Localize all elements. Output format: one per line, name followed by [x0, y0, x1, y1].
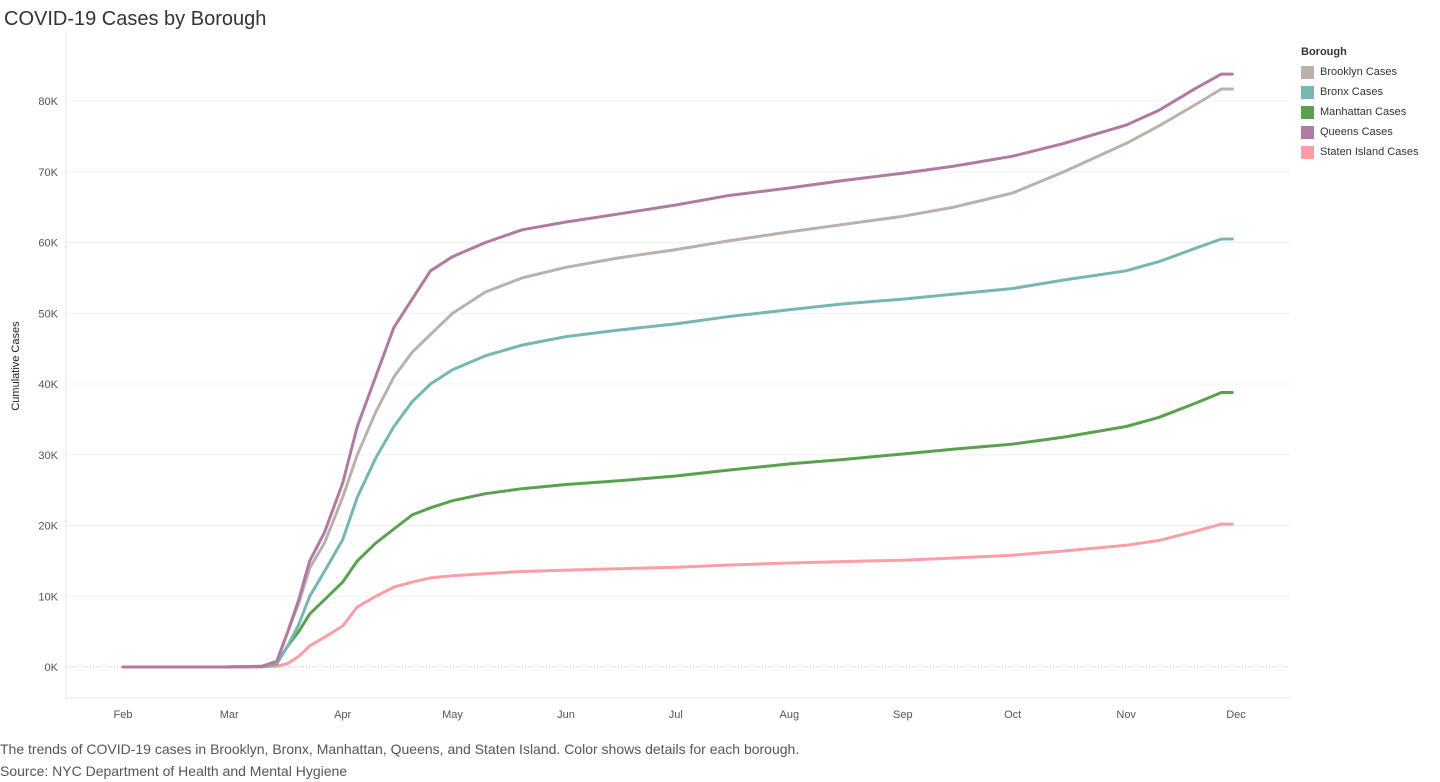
series-line-queens-cases[interactable]: [121, 72, 1234, 669]
legend-label-queens: Queens Cases: [1320, 126, 1393, 138]
legend-title: Borough: [1301, 46, 1347, 58]
y-tick-label: 40K: [38, 379, 58, 391]
legend-label-manhattan: Manhattan Cases: [1320, 106, 1407, 118]
legend-label-brooklyn: Brooklyn Cases: [1320, 66, 1398, 78]
x-tick-label: Dec: [1226, 709, 1246, 721]
x-tick-label: Sep: [893, 709, 913, 721]
series-line-manhattan-cases[interactable]: [121, 391, 1234, 669]
series-line-brooklyn-cases[interactable]: [121, 87, 1234, 669]
series-line-bronx-cases[interactable]: [121, 237, 1234, 669]
legend: Borough Brooklyn Cases Bronx Cases Manha…: [1301, 46, 1418, 162]
y-tick-label: 30K: [38, 450, 58, 462]
legend-item-bronx[interactable]: Bronx Cases: [1301, 82, 1418, 102]
y-tick-label: 50K: [38, 308, 58, 320]
source-text: Source: NYC Department of Health and Men…: [0, 763, 348, 779]
y-tick-label: 20K: [38, 521, 58, 533]
legend-swatch-manhattan: [1301, 105, 1314, 119]
x-tick-label: Feb: [114, 709, 133, 721]
y-tick-label: 80K: [38, 96, 58, 108]
legend-swatch-brooklyn: [1301, 65, 1314, 79]
legend-swatch-queens: [1301, 125, 1314, 139]
legend-item-brooklyn[interactable]: Brooklyn Cases: [1301, 62, 1418, 82]
legend-item-manhattan[interactable]: Manhattan Cases: [1301, 102, 1418, 122]
x-tick-label: Mar: [220, 709, 239, 721]
x-tick-label: Aug: [780, 709, 800, 721]
x-tick-label: Apr: [334, 709, 351, 721]
x-tick-label: Jun: [557, 709, 575, 721]
y-tick-label: 10K: [38, 591, 58, 603]
axis-layer: 0K 10K 20K 30K 40K 50K 60K 70K 80K Feb Mar Apr May Ju…: [38, 31, 1290, 721]
series-line-staten-island-cases[interactable]: [121, 522, 1234, 669]
legend-item-queens[interactable]: Queens Cases: [1301, 122, 1418, 142]
caption-text: The trends of COVID-19 cases in Brooklyn…: [0, 741, 800, 757]
legend-label-bronx: Bronx Cases: [1320, 86, 1383, 98]
caption-block: The trends of COVID-19 cases in Brooklyn…: [0, 738, 799, 782]
chart-title: COVID-19 Cases by Borough: [4, 8, 267, 30]
y-tick-label: 70K: [38, 167, 58, 179]
grid-layer: [66, 100, 1290, 668]
y-axis-title: Cumulative Cases: [10, 321, 22, 411]
y-tick-label: 60K: [38, 238, 58, 250]
legend-item-staten-island[interactable]: Staten Island Cases: [1301, 142, 1418, 162]
x-tick-label: May: [442, 709, 463, 721]
legend-swatch-staten-island: [1301, 145, 1314, 159]
x-tick-label: Oct: [1004, 709, 1021, 721]
legend-swatch-bronx: [1301, 85, 1314, 99]
series-layer: [121, 72, 1234, 669]
y-tick-label: 0K: [45, 662, 59, 674]
legend-label-staten-island: Staten Island Cases: [1320, 146, 1419, 158]
x-tick-label: Jul: [669, 709, 683, 721]
x-tick-label: Nov: [1116, 709, 1136, 721]
